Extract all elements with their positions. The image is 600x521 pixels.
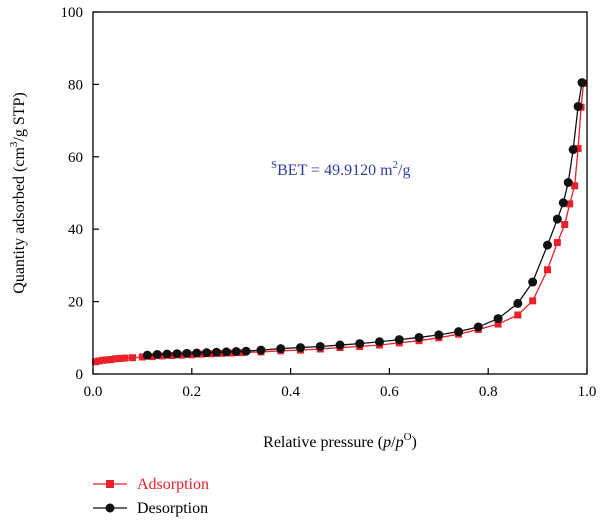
point-adsorption — [494, 320, 502, 328]
point-desorption — [568, 145, 578, 155]
point-desorption — [172, 349, 182, 359]
point-desorption — [221, 347, 231, 357]
x-tick-label: 0.4 — [281, 384, 300, 400]
series-layer — [91, 78, 588, 366]
point-desorption — [231, 347, 241, 357]
legend-marker-desorption — [105, 503, 115, 513]
point-adsorption — [129, 354, 137, 362]
point-adsorption — [148, 353, 156, 361]
point-desorption — [552, 214, 562, 224]
plot-frame — [92, 11, 588, 375]
point-desorption — [152, 349, 162, 359]
x-tick-label: 0.8 — [479, 384, 498, 400]
y-tick-label: 80 — [68, 77, 83, 93]
point-adsorption — [553, 239, 561, 247]
legend-item-desorption: Desorption — [93, 500, 208, 517]
point-adsorption — [561, 220, 569, 228]
point-desorption — [315, 341, 325, 351]
point-adsorption — [217, 349, 225, 357]
series-line-adsorption — [95, 83, 585, 363]
legend-label-adsorption: Adsorption — [137, 476, 209, 493]
point-adsorption — [103, 356, 111, 364]
point-desorption — [493, 314, 503, 324]
point-adsorption — [121, 354, 129, 362]
point-adsorption — [543, 266, 551, 274]
point-desorption — [142, 350, 152, 360]
point-adsorption — [168, 352, 176, 360]
x-tick-label: 0.2 — [182, 384, 201, 400]
point-desorption — [241, 346, 251, 356]
point-desorption — [375, 337, 385, 347]
point-adsorption — [198, 350, 206, 358]
x-tick-label: 0.0 — [84, 384, 103, 400]
y-tick-label: 40 — [68, 222, 83, 238]
point-desorption — [473, 322, 483, 332]
point-adsorption — [158, 352, 166, 360]
legend-label-desorption: Desorption — [137, 500, 208, 517]
point-adsorption — [227, 349, 235, 357]
x-tick-label: 1.0 — [578, 384, 597, 400]
y-tick-label: 20 — [68, 295, 83, 311]
point-desorption — [335, 340, 345, 350]
point-desorption — [162, 349, 172, 359]
point-desorption — [182, 348, 192, 358]
tick-layer: 0.0 0.2 0.4 0.6 0.8 1.0 0 20 40 60 80 100 — [61, 5, 597, 400]
point-desorption — [276, 344, 286, 354]
point-desorption — [454, 327, 464, 337]
point-adsorption — [574, 144, 582, 152]
point-desorption — [394, 335, 404, 345]
legend-marker-adsorption — [106, 480, 114, 488]
point-desorption — [202, 348, 212, 358]
point-adsorption — [111, 355, 119, 363]
point-desorption — [573, 101, 583, 111]
point-desorption — [414, 332, 424, 342]
y-axis-title: Quantity adsorbed (cm3/g STP) — [8, 92, 28, 293]
point-adsorption — [208, 350, 216, 358]
y-tick-label: 0 — [76, 367, 84, 383]
point-desorption — [577, 78, 587, 88]
x-tick-label: 0.6 — [380, 384, 399, 400]
point-desorption — [212, 347, 221, 357]
point-desorption — [256, 345, 266, 355]
point-adsorption — [95, 357, 103, 365]
point-desorption — [355, 339, 365, 349]
point-desorption — [542, 240, 552, 250]
point-adsorption — [571, 182, 579, 190]
y-tick-label: 100 — [61, 5, 84, 21]
legend-item-adsorption: Adsorption — [93, 476, 209, 493]
point-adsorption — [138, 353, 146, 361]
point-adsorption — [237, 349, 245, 357]
point-adsorption — [514, 311, 522, 319]
x-axis-title: Relative pressure (p/pO) — [263, 431, 417, 451]
point-desorption — [513, 298, 523, 308]
point-desorption — [434, 330, 444, 340]
point-adsorption — [116, 354, 124, 362]
point-desorption — [295, 343, 305, 353]
point-desorption — [558, 198, 568, 208]
point-adsorption — [107, 356, 115, 364]
y-tick-label: 60 — [68, 150, 83, 166]
point-desorption — [563, 178, 573, 188]
point-adsorption — [566, 200, 574, 208]
point-desorption — [528, 277, 538, 287]
legend: Adsorption Desorption — [93, 476, 209, 517]
bet-annotation: SBET = 49.9120 m2/g — [271, 159, 410, 179]
point-adsorption — [188, 351, 196, 359]
point-adsorption — [529, 297, 537, 305]
point-adsorption — [99, 356, 107, 364]
point-adsorption — [178, 351, 186, 359]
point-desorption — [192, 348, 202, 358]
